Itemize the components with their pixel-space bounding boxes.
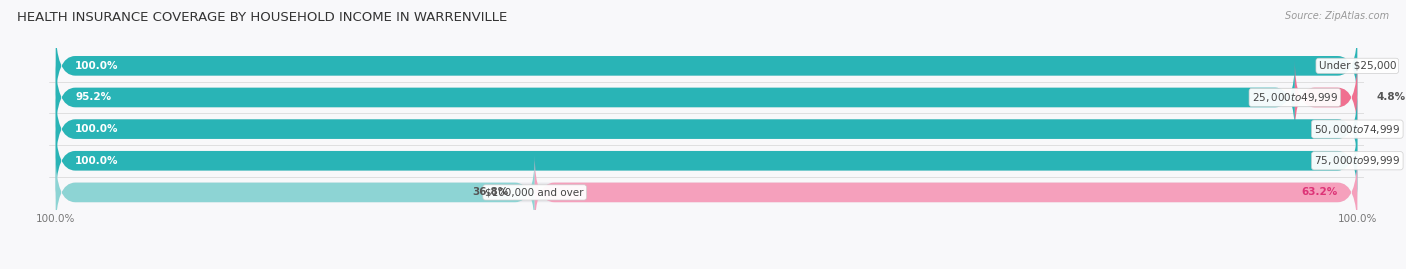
Text: 100.0%: 100.0% <box>76 124 118 134</box>
Text: Source: ZipAtlas.com: Source: ZipAtlas.com <box>1285 11 1389 21</box>
FancyBboxPatch shape <box>56 91 1357 167</box>
Text: $100,000 and over: $100,000 and over <box>485 187 583 197</box>
Text: 100.0%: 100.0% <box>76 156 118 166</box>
FancyBboxPatch shape <box>56 91 1357 167</box>
FancyBboxPatch shape <box>56 60 1295 135</box>
Text: 63.2%: 63.2% <box>1302 187 1337 197</box>
Text: $25,000 to $49,999: $25,000 to $49,999 <box>1251 91 1339 104</box>
Text: $75,000 to $99,999: $75,000 to $99,999 <box>1315 154 1400 167</box>
Text: 95.2%: 95.2% <box>76 93 111 102</box>
Text: $50,000 to $74,999: $50,000 to $74,999 <box>1315 123 1400 136</box>
FancyBboxPatch shape <box>56 123 1357 199</box>
Text: Under $25,000: Under $25,000 <box>1319 61 1396 71</box>
Text: 4.8%: 4.8% <box>1376 93 1406 102</box>
Text: HEALTH INSURANCE COVERAGE BY HOUSEHOLD INCOME IN WARRENVILLE: HEALTH INSURANCE COVERAGE BY HOUSEHOLD I… <box>17 11 508 24</box>
FancyBboxPatch shape <box>56 28 1357 104</box>
FancyBboxPatch shape <box>56 123 1357 199</box>
FancyBboxPatch shape <box>56 155 534 230</box>
FancyBboxPatch shape <box>56 155 1357 230</box>
FancyBboxPatch shape <box>534 155 1357 230</box>
FancyBboxPatch shape <box>1295 60 1357 135</box>
FancyBboxPatch shape <box>56 28 1357 104</box>
Text: 100.0%: 100.0% <box>76 61 118 71</box>
FancyBboxPatch shape <box>56 60 1357 135</box>
Text: 36.8%: 36.8% <box>472 187 509 197</box>
